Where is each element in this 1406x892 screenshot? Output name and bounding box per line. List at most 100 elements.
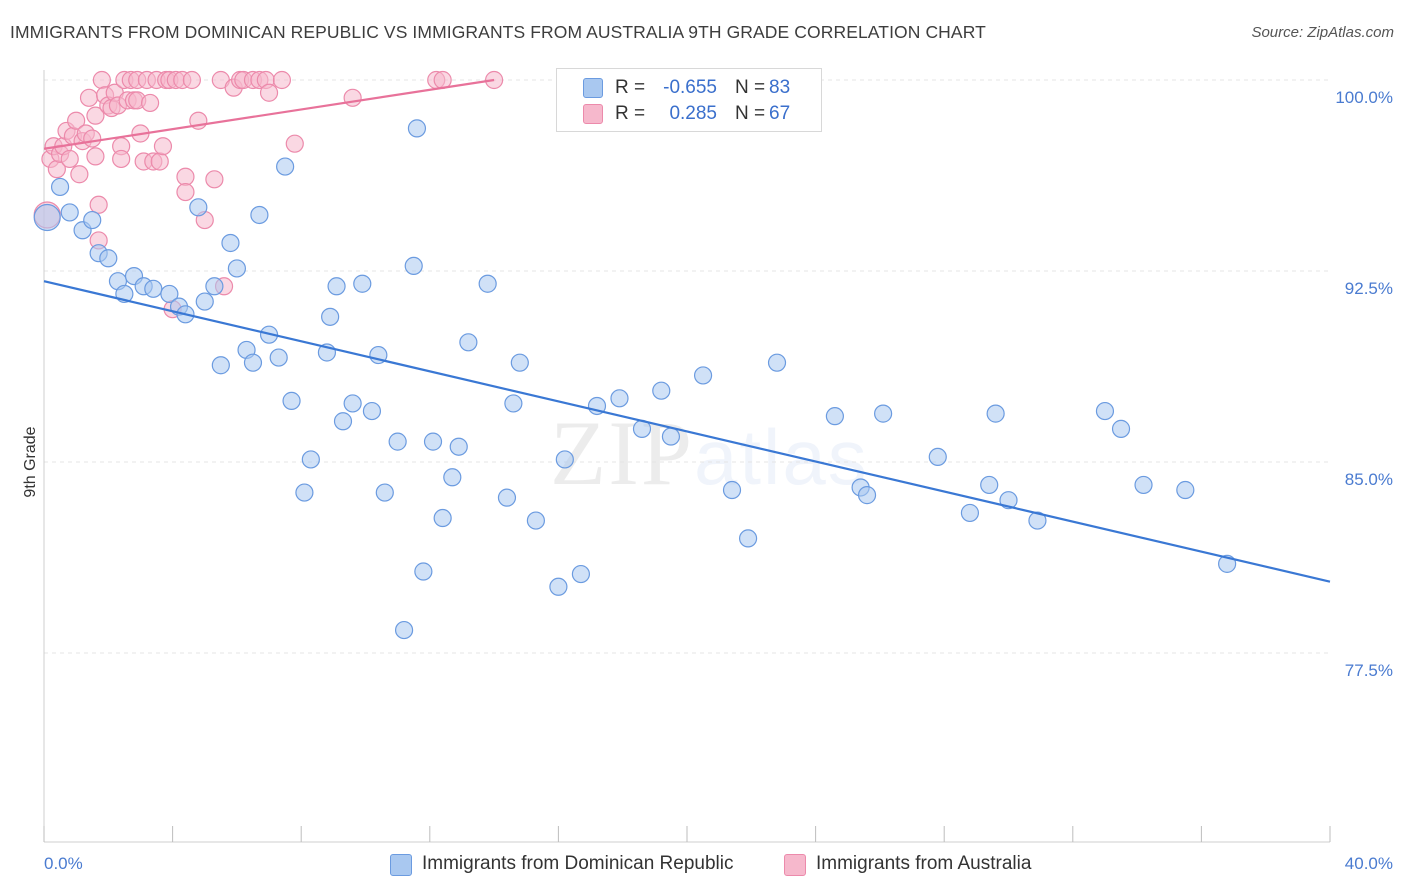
point-dominican [221,233,240,253]
grid-lines [44,79,1330,654]
point-dominican [433,508,452,528]
point-dominican [243,353,263,372]
point-dominican [960,503,980,523]
point-australia [259,83,279,102]
point-dominican [276,157,295,176]
point-dominican [1176,480,1195,500]
point-dominican [1095,401,1115,421]
point-australia [86,106,105,125]
point-dominican [343,394,362,413]
point-dominican [407,119,427,138]
point-dominican [478,274,497,293]
point-dominican [510,353,529,372]
legend-label: Immigrants from Australia [816,853,1032,874]
n-value: 67 [769,103,791,124]
point-dominican [693,366,713,385]
y-axis-label: 9th Grade [22,426,39,497]
point-dominican [857,486,877,505]
point-australia [86,147,105,166]
r-value: -0.655 [663,77,717,98]
point-dominican [661,427,681,446]
tick-labels: 100.0% 92.5% 85.0% 77.5% 0.0% 40.0% [44,88,1393,873]
point-dominican [414,562,433,581]
legend-swatch-pink [784,854,806,876]
point-dominican [388,432,407,451]
x-tick-label: 0.0% [44,854,83,873]
legend-label: Immigrants from Dominican Republic [422,853,734,874]
stats-row-dominican: R = -0.655 N = 83 [557,75,821,101]
correlation-stats-box: R = -0.655 N = 83 R = 0.285 N = 67 [556,68,822,132]
point-dominican [459,333,478,352]
point-australia [205,170,224,189]
x-tick-label: 40.0% [1345,854,1393,873]
point-australia [67,111,86,130]
point-dominican [60,203,79,222]
point-dominican [321,307,340,326]
point-dominican [443,468,462,487]
point-dominican [333,412,353,431]
point-australia [89,195,108,214]
point-dominican [375,483,394,502]
point-dominican [1134,475,1153,495]
point-australia [140,93,160,113]
axes [43,70,1331,843]
point-australia [272,70,292,90]
r-label: R = [615,77,646,98]
point-dominican [211,356,230,375]
point-dominican [50,177,70,197]
point-dominican [33,203,61,232]
point-dominican [423,432,443,451]
y-tick-label: 100.0% [1335,88,1393,107]
point-dominican [227,259,246,278]
source-credit: Source: ZipAtlas.com [1251,24,1394,41]
point-dominican [404,256,423,276]
point-australia [112,149,131,169]
n-label: N = [735,103,766,124]
point-dominican [353,274,372,293]
point-dominican [986,404,1005,423]
point-dominican [301,450,320,469]
point-dominican [980,475,999,495]
point-dominican [449,437,468,456]
point-dominican [722,480,742,500]
point-dominican [526,511,545,530]
stats-swatch-blue [583,78,603,98]
chart-title: IMMIGRANTS FROM DOMINICAN REPUBLIC VS IM… [10,22,986,42]
point-dominican [269,348,288,367]
point-australia [70,165,89,184]
point-australia [79,88,99,107]
point-dominican [189,198,208,217]
point-dominican [250,205,269,225]
point-dominican [83,210,102,230]
point-dominican [1028,511,1047,530]
series-dominican-points [33,119,1237,640]
trend-line-australia [43,78,495,150]
stats-row-australia: R = 0.285 N = 67 [557,101,821,127]
point-dominican [767,353,787,372]
point-dominican [99,249,118,268]
trend-line-dominican [43,280,1331,583]
point-dominican [928,447,947,467]
stats-swatch-pink [583,104,603,124]
point-dominican [295,483,314,502]
r-value: 0.285 [669,103,717,124]
point-australia [83,129,102,148]
point-dominican [195,292,214,311]
y-tick-label: 77.5% [1345,661,1393,680]
point-dominican [282,391,301,410]
point-australia [60,149,79,169]
point-dominican [610,389,629,408]
n-label: N = [735,77,766,98]
point-dominican [738,529,758,548]
point-australia [92,70,111,90]
point-dominican [549,577,568,596]
point-dominican [327,277,346,296]
trend-lines [43,78,1331,583]
point-dominican [504,394,523,413]
point-dominican [874,404,893,423]
n-value: 83 [769,77,791,98]
y-tick-label: 85.0% [1345,470,1393,489]
point-australia [176,182,195,202]
point-dominican [362,401,382,421]
point-dominican [205,277,224,296]
